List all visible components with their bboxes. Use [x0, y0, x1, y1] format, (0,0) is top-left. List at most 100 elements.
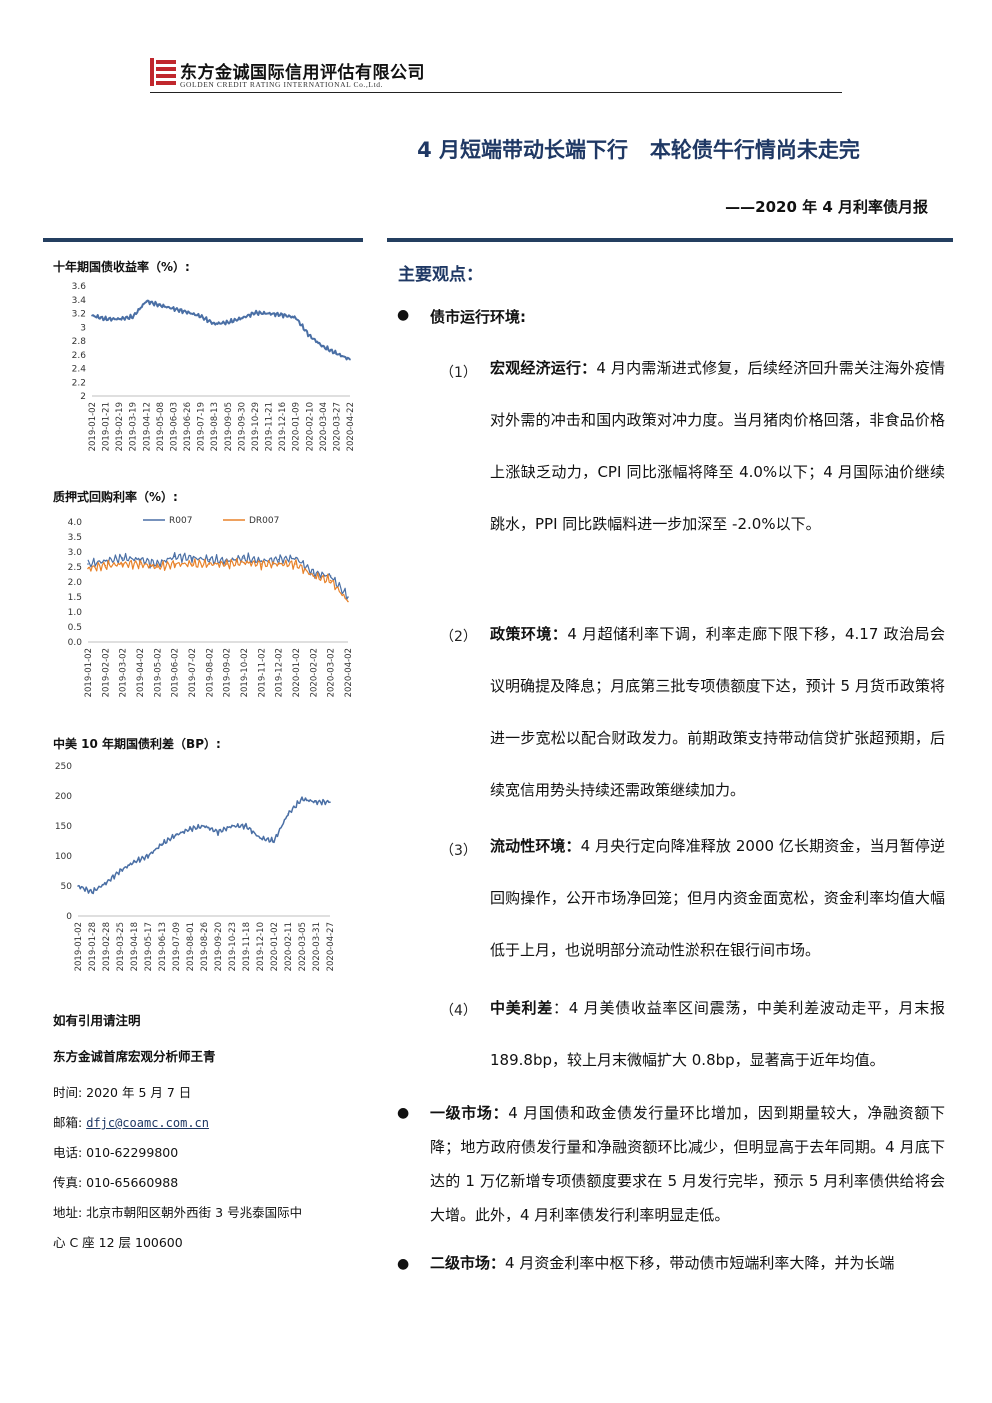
series-line [77, 796, 331, 895]
data-point [172, 307, 175, 310]
x-tick-label: 2019-03-02 [119, 648, 129, 697]
header-rule [150, 92, 842, 93]
data-point [243, 557, 245, 559]
data-point [161, 843, 163, 845]
data-point [225, 563, 228, 565]
data-point [312, 575, 315, 577]
data-point [287, 813, 289, 815]
data-point [186, 311, 188, 313]
item-number: （1） [440, 365, 477, 381]
x-tick-label: 2019-05-08 [156, 402, 166, 451]
x-tick-label: 2019-01-02 [88, 402, 98, 451]
secondary-heading: 二级市场： [430, 1254, 506, 1272]
address-line-1: 地址: 北京市朝阳区朝外西街 3 号兆泰国际中 [53, 1205, 303, 1220]
x-tick-label: 2020-03-02 [327, 648, 337, 697]
data-point [145, 300, 148, 302]
x-tick-label: 2020-04-22 [346, 402, 356, 451]
cite-note: 如有引用请注明 [53, 1013, 141, 1028]
x-tick-label: 2019-03-19 [129, 402, 139, 451]
primary-text: 4 月国债和政金债发行量环比增加，因到期量较大，净融资额下降；地方政府债发行量和… [430, 1104, 945, 1224]
y-tick-label: 3.0 [68, 548, 83, 558]
y-tick-label: 50 [61, 882, 73, 892]
data-point [315, 801, 317, 803]
data-point [322, 345, 324, 348]
x-tick-label: 2019-06-02 [171, 648, 181, 697]
y-tick-label: 3.6 [72, 282, 87, 292]
y-tick-label: 2.4 [72, 365, 87, 375]
y-tick-label: 2.5 [68, 563, 82, 573]
phone-line: 电话: 010-62299800 [53, 1145, 179, 1160]
data-point [173, 563, 176, 565]
series-line [91, 299, 351, 361]
email-line: 邮箱: dfjc@coamc.com.cn [53, 1108, 363, 1138]
data-point [199, 315, 202, 318]
x-tick-label: 2019-10-23 [228, 922, 238, 971]
x-tick-label: 2020-03-04 [319, 402, 329, 451]
x-tick-label: 2020-01-02 [292, 648, 302, 697]
item-number: （2） [440, 629, 477, 645]
x-tick-label: 2019-09-05 [224, 402, 234, 451]
x-tick-label: 2019-08-13 [210, 402, 220, 451]
main-divider [387, 238, 953, 242]
data-point [208, 558, 211, 561]
email-label: 邮箱: [53, 1115, 87, 1130]
data-point [91, 314, 93, 317]
item-text: ：4 月美债收益率区间震荡，中美利差波动走平，月末报 189.8bp，较上月末微… [490, 999, 945, 1069]
data-point [260, 563, 263, 565]
data-point [301, 798, 303, 800]
x-tick-label: 2019-12-02 [275, 648, 285, 697]
secondary-text: 4 月资金利率中枢下移，带动债市短端利率大降，并为长端 [505, 1254, 895, 1272]
data-point [104, 560, 107, 562]
data-point [231, 825, 233, 827]
item-macro: 宏观经济运行：4 月内需渐进式修复，后续经济回升需关注海外疫情对外需的冲击和国内… [490, 342, 945, 550]
x-tick-label: 2019-09-02 [223, 648, 233, 697]
data-point [139, 563, 141, 565]
x-tick-label: 2019-07-19 [197, 402, 207, 451]
data-point [347, 596, 349, 598]
item-text: 4 月央行定向降准释放 2000 亿长期资金，当月暂停逆回购操作，公开市场净回笼… [490, 837, 945, 959]
x-tick-label: 2019-06-03 [169, 402, 179, 451]
bullet-icon: ● [397, 1105, 410, 1121]
x-tick-label: 2019-01-21 [102, 402, 112, 451]
item-spread: 中美利差：4 月美债收益率区间震荡，中美利差波动走平，月末报 189.8bp，较… [490, 982, 945, 1086]
data-point [87, 563, 89, 565]
data-point [273, 840, 275, 842]
y-tick-label: 3 [80, 323, 86, 333]
data-point [213, 323, 216, 325]
y-tick-label: 1.5 [68, 593, 82, 603]
sidebar-divider [43, 238, 363, 242]
data-point [254, 312, 256, 314]
data-point [308, 334, 311, 337]
y-tick-label: 4.0 [68, 518, 83, 528]
x-tick-label: 2019-11-21 [265, 402, 275, 451]
chart2-title: 质押式回购利率（%）: [53, 490, 178, 504]
report-title: 4 月短端带动长端下行 本轮债牛行情尚未走完 [417, 138, 860, 162]
item-text: 4 月超储利率下调，利率走廊下限下移，4.17 政治局会议明确提及降息；月底第三… [490, 625, 945, 799]
series-line [87, 557, 349, 602]
data-point [277, 558, 280, 561]
data-point [159, 304, 161, 307]
data-point [118, 318, 120, 320]
data-point [208, 563, 211, 565]
x-tick-label: 2019-12-10 [256, 922, 266, 971]
data-point [335, 352, 338, 355]
y-tick-label: 1.0 [68, 608, 83, 618]
data-point [259, 837, 261, 839]
data-point [312, 572, 315, 574]
x-tick-label: 2020-03-31 [312, 922, 322, 971]
data-point [121, 563, 124, 565]
contact-block: 时间: 2020 年 5 月 7 日 邮箱: dfjc@coamc.com.cn… [53, 1078, 363, 1258]
data-point [226, 321, 229, 324]
item-liquidity: 流动性环境：4 月央行定向降准释放 2000 亿长期资金，当月暂停逆回购操作，公… [490, 820, 945, 976]
x-tick-label: 2019-02-28 [102, 922, 112, 971]
data-point [77, 885, 79, 887]
x-tick-label: 2019-10-29 [251, 402, 261, 451]
primary-market: 一级市场：4 月国债和政金债发行量环比增加，因到期量较大，净融资额下降；地方政府… [430, 1096, 945, 1232]
data-point [104, 564, 107, 567]
email-link[interactable]: dfjc@coamc.com.cn [86, 1116, 210, 1130]
item-heading: 中美利差 [490, 999, 553, 1017]
section-env: 债市运行环境: [430, 308, 526, 326]
